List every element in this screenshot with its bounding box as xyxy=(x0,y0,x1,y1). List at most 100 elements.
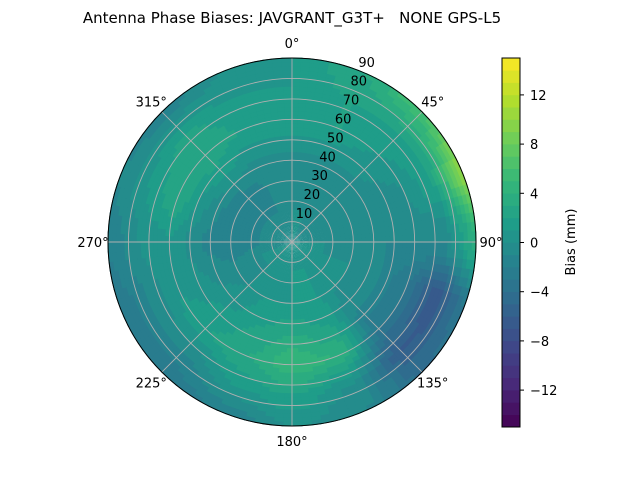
contour-cell xyxy=(291,167,297,173)
contour-cell xyxy=(316,216,322,222)
contour-cell xyxy=(294,221,297,227)
contour-cell xyxy=(320,223,326,228)
contour-cell xyxy=(315,232,321,236)
contour-cell xyxy=(299,237,305,240)
contour-cell xyxy=(438,225,444,236)
contour-cell xyxy=(438,233,444,243)
contour-cell xyxy=(291,82,302,87)
contour-cell xyxy=(381,241,387,248)
contour-cell xyxy=(329,223,335,228)
contour-cell xyxy=(291,127,299,132)
contour-cell xyxy=(410,241,416,250)
contour-cell xyxy=(447,189,455,201)
contour-cell xyxy=(323,248,329,252)
contour-cell xyxy=(298,234,303,238)
contour-cell xyxy=(426,248,432,258)
contour-cell xyxy=(291,98,301,104)
contour-cell xyxy=(291,57,303,63)
contour-cell xyxy=(297,217,300,223)
contour-cell xyxy=(307,86,318,93)
contour-cell xyxy=(305,194,311,201)
contour-cell xyxy=(332,239,338,243)
contour-cell xyxy=(441,199,449,211)
contour-cell xyxy=(402,241,407,249)
contour-cell xyxy=(291,151,298,157)
contour-cell xyxy=(398,241,403,249)
contour-cell xyxy=(389,241,395,248)
contour-cell xyxy=(400,252,407,261)
contour-cell xyxy=(444,180,453,193)
contour-cell xyxy=(392,252,399,260)
contour-cell xyxy=(413,254,419,263)
contour-cell xyxy=(336,241,342,245)
contour-cell xyxy=(296,230,300,236)
contour-cell xyxy=(328,237,334,241)
contour-cell xyxy=(319,231,325,235)
contour-cell xyxy=(291,86,301,91)
contour-cell xyxy=(299,238,305,241)
contour-cell xyxy=(291,131,299,136)
contour-cell xyxy=(296,213,300,219)
contour-cell xyxy=(303,235,309,239)
contour-cell xyxy=(295,163,301,169)
contour-cell xyxy=(292,225,294,230)
contour-cell xyxy=(359,226,366,232)
contour-cell xyxy=(301,219,305,225)
contour-cell xyxy=(317,226,323,231)
contour-cell xyxy=(440,153,450,165)
contour-cell xyxy=(414,234,420,243)
contour-cell xyxy=(308,243,313,246)
contour-cell xyxy=(462,184,471,197)
contour-cell xyxy=(296,135,304,141)
contour-cell xyxy=(298,94,309,100)
contour-cell xyxy=(291,176,296,181)
contour-cell xyxy=(308,209,313,215)
contour-cell xyxy=(434,225,440,236)
contour-cell xyxy=(302,131,310,138)
contour-cell xyxy=(294,229,297,235)
contour-cell xyxy=(339,89,351,98)
contour-cell xyxy=(312,212,318,218)
contour-cell xyxy=(458,249,465,261)
contour-cell xyxy=(291,110,300,116)
contour-cell xyxy=(297,226,301,232)
contour-cell xyxy=(297,131,305,137)
contour-cell xyxy=(313,219,318,225)
contour-cell xyxy=(437,217,444,228)
contour-cell xyxy=(454,249,460,261)
contour-cell xyxy=(462,250,469,262)
contour-cell xyxy=(320,238,326,241)
contour-cell xyxy=(296,151,302,157)
contour-cell xyxy=(365,233,371,239)
contour-cell xyxy=(293,225,295,230)
contour-cell xyxy=(452,167,461,180)
contour-cell xyxy=(345,238,350,243)
contour-cell xyxy=(295,217,298,223)
contour-cell xyxy=(344,244,350,249)
contour-cell xyxy=(377,236,383,243)
contour-cell xyxy=(440,163,450,175)
contour-cell xyxy=(410,234,416,243)
contour-cell xyxy=(447,148,457,162)
contour-cell xyxy=(299,243,305,246)
contour-cell xyxy=(435,193,443,204)
contour-cell xyxy=(361,245,367,251)
contour-cell xyxy=(307,214,312,219)
contour-cell xyxy=(443,233,448,243)
contour-cell xyxy=(457,195,465,208)
contour-cell xyxy=(383,256,390,264)
contour-cell xyxy=(291,106,300,112)
contour-cell xyxy=(295,237,300,240)
contour-cell xyxy=(422,181,431,192)
contour-cell xyxy=(299,214,303,220)
contour-cell xyxy=(291,77,302,83)
contour-cell xyxy=(328,61,341,69)
contour-cell xyxy=(334,75,347,83)
contour-cell xyxy=(300,219,304,224)
contour-cell xyxy=(298,218,302,223)
contour-cell xyxy=(375,222,382,230)
contour-cell xyxy=(337,63,350,72)
contour-cell xyxy=(325,77,337,85)
contour-cell xyxy=(437,256,444,267)
